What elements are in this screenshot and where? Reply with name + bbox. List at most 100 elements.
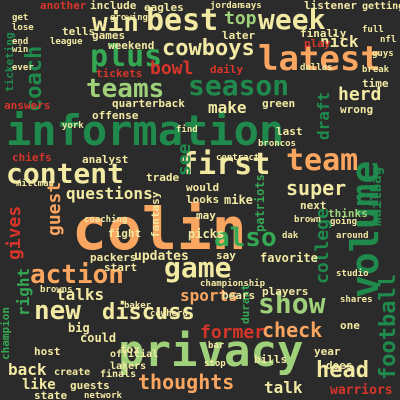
word-answers: answers [4,99,51,112]
word-make: make [208,98,247,117]
word-players: players [262,285,309,298]
word-championship: championship [200,279,266,289]
word-wrong: wrong [340,103,374,116]
word-mike: mike [224,193,253,207]
word-stop: stop [204,359,226,369]
word-does: does [326,359,353,372]
word-sports: sports [180,286,238,305]
word-baker: baker [124,301,152,311]
word-looks: looks [186,193,220,206]
word-updates: updates [134,249,189,264]
word-gives: gives [4,205,25,260]
word-tells: tells [62,25,96,38]
word-brown: brown [294,215,322,225]
word-last: last [276,125,303,138]
word-around: around [336,231,369,241]
word-say: say [216,249,236,262]
word-include: include [90,0,137,12]
word-dallas: dallas [300,63,333,73]
word-patriots: patriots [253,174,267,232]
word-nfl: nfl [380,35,397,45]
word-york: york [62,121,84,131]
word-chiefs: chiefs [12,151,52,164]
word-daily: daily [210,63,244,76]
word-warriors: warriors [330,383,393,398]
word-first: first [180,147,271,182]
word-find: find [176,125,198,135]
word-discuss: discuss [102,300,195,325]
word-bar: bar [208,341,225,351]
word-team: team [286,143,359,178]
word-start: start [104,261,138,274]
word-shares: shares [340,295,373,305]
word-herd: herd [338,84,382,105]
word-network: network [84,391,122,400]
word-content: content [6,157,125,190]
word-contract: contract [216,153,260,163]
word-champion: champion [0,307,12,360]
word-green: green [262,97,296,110]
word-football: football [376,274,400,380]
word-going: going [330,217,358,227]
word-action: action [30,260,124,290]
word-listener: listener [304,0,357,12]
word-also: also [214,223,277,253]
word-coaching: coaching [84,215,128,225]
word-teams: teams [86,74,165,104]
word-jordan: jordan [210,1,243,11]
word-lose: lose [12,23,34,33]
word-quarterback: quarterback [112,97,185,110]
word-broncos: broncos [258,139,296,149]
word-getting: getting [362,1,400,12]
word-fox: fox [120,343,140,356]
word-nick: nick [320,32,359,51]
word-guys: guys [372,49,394,59]
word-packers: packers [90,251,137,264]
word-would: would [186,181,220,194]
word-win: win [92,8,139,38]
word-later: later [222,29,256,42]
word-former: former [200,322,266,343]
word-guest: guest [44,181,65,236]
word-thoughts: thoughts [138,370,235,394]
word-guests: guests [70,379,110,392]
word-back: back [8,360,47,379]
word-get: get [12,13,29,23]
word-fantasy: fantasy [149,191,162,238]
word-weekend: weekend [108,39,155,52]
word-analyst: analyst [82,153,129,166]
word-break: break [362,65,390,75]
word-one: one [340,319,360,332]
word-games: games [92,29,126,42]
word-bowl: bowl [150,58,194,79]
word-privacy: privacy [118,326,304,377]
word-thinks: thinks [328,207,368,220]
word-big: big [68,321,90,335]
word-season: season [188,69,290,102]
word-studio: studio [336,269,369,279]
word-information: information [6,106,285,155]
word-another: another [40,0,87,12]
word-offense: offense [92,109,139,122]
word-plus: plus [90,39,163,74]
word-week: week [258,3,326,36]
word-ever: ever [12,63,34,73]
word-colin: colin [72,195,247,263]
word-finally: finally [300,27,347,40]
word-official: official [110,349,159,360]
word-draft: draft [314,91,333,140]
word-finals: finals [100,369,137,380]
word-right: right [14,267,33,316]
word-check: check [262,318,323,342]
word-latest: latest [258,39,381,79]
word-create: create [54,367,91,378]
word-like: like [22,377,56,393]
word-best: best [146,3,219,38]
word-game: game [164,251,232,284]
word-win-small: win [12,45,29,55]
word-trade: trade [146,171,180,184]
word-state: state [34,389,68,400]
word-millman: millman [16,179,54,189]
word-picks: picks [188,227,225,241]
